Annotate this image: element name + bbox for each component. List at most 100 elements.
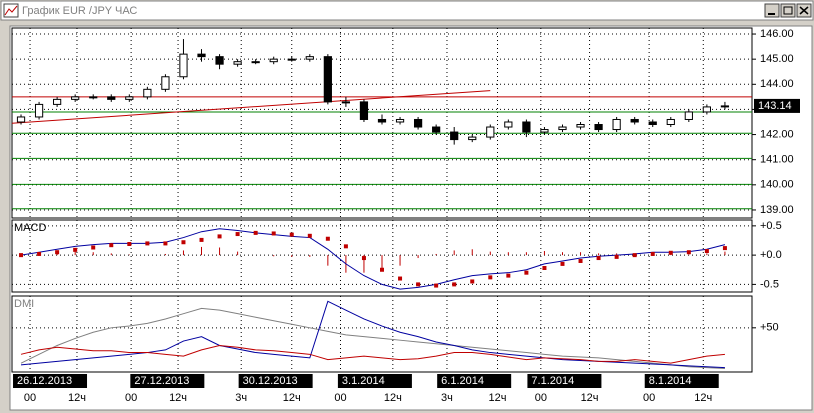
candle-body	[648, 121, 657, 126]
panel-title: DMI	[14, 298, 34, 310]
candle-body	[305, 56, 314, 60]
signal-dot	[506, 273, 511, 278]
signal-dot	[235, 232, 240, 237]
x-tick-label: 12ч	[384, 392, 402, 404]
date-label: 30.12.2013	[243, 375, 298, 387]
candle-body	[630, 118, 639, 123]
signal-dot	[722, 246, 727, 251]
candle-body	[684, 111, 693, 120]
date-label: 3.1.2014	[342, 375, 385, 387]
candle-body	[269, 58, 278, 63]
date-box	[437, 374, 512, 388]
date-box	[130, 374, 205, 388]
y-tick-label: -0.5	[760, 278, 779, 290]
signal-dot	[19, 253, 24, 258]
signal-dot	[434, 283, 439, 288]
candle-body	[450, 131, 459, 141]
x-tick-label: 12ч	[68, 392, 86, 404]
candle-body	[125, 96, 134, 100]
candle-body	[107, 96, 116, 100]
minimize-button[interactable]	[764, 3, 780, 18]
signal-dot	[398, 276, 403, 281]
signal-dot	[416, 282, 421, 287]
y-tick-label: 141.00	[760, 154, 794, 166]
maximize-button[interactable]	[780, 3, 796, 18]
close-glyph	[799, 6, 809, 15]
date-box	[527, 374, 602, 388]
candle-body	[89, 96, 98, 99]
candle-body	[341, 101, 351, 104]
signal-dot	[37, 251, 42, 256]
x-tick-label: 3ч	[235, 392, 247, 404]
signal-dot	[686, 250, 691, 255]
signal-dot	[650, 251, 655, 256]
dmi-line	[20, 344, 725, 364]
candle-body	[504, 121, 513, 128]
signal-dot	[343, 244, 348, 249]
candle-body	[720, 105, 730, 108]
window-title: График EUR /JPY ЧАС	[22, 5, 137, 17]
signal-dot	[380, 267, 384, 272]
y-tick-label: 145.00	[760, 53, 794, 65]
y-tick-label: +0.0	[760, 249, 782, 261]
date-box	[13, 374, 88, 388]
candle-body	[143, 88, 152, 98]
candle-body	[287, 58, 296, 61]
signal-dot	[217, 234, 222, 239]
signal-dot	[145, 241, 150, 246]
x-tick-label: 00	[643, 392, 655, 404]
signal-dot	[163, 241, 168, 246]
candle-body	[71, 96, 80, 100]
x-tick-label: 12ч	[489, 392, 507, 404]
candle-body	[576, 124, 585, 128]
x-tick-label: 3ч	[441, 392, 453, 404]
window-icon-graph	[4, 5, 18, 16]
candle-body	[359, 101, 369, 120]
signal-dot	[73, 247, 78, 252]
date-box	[337, 374, 412, 388]
candle-body	[197, 53, 206, 58]
signal-dot	[470, 279, 475, 284]
candle-body	[594, 124, 603, 131]
candle-body	[413, 118, 423, 128]
candle-body	[558, 126, 567, 131]
date-label: 27.12.2013	[134, 375, 189, 387]
signal-dot	[199, 237, 204, 242]
date-box	[238, 374, 313, 388]
signal-dot	[632, 253, 637, 258]
signal-dot	[253, 230, 258, 235]
signal-dot	[488, 275, 493, 280]
date-box	[644, 374, 719, 388]
signal-dot	[271, 231, 276, 236]
candle-body	[16, 116, 26, 123]
y-tick-label: 142.00	[760, 128, 794, 140]
signal-dot	[524, 270, 529, 275]
candle-body	[377, 118, 387, 123]
signal-dot	[578, 258, 583, 263]
candle-body	[215, 56, 224, 65]
candle-body	[468, 136, 477, 141]
signal-dot	[55, 250, 60, 255]
signal-dot	[127, 242, 132, 246]
last-price-label: 143.14	[758, 100, 792, 112]
x-tick-label: 12ч	[283, 392, 301, 404]
maximize-glyph	[783, 6, 793, 15]
candle-body	[666, 118, 675, 126]
candle-body	[540, 129, 549, 133]
date-label: 6.1.2014	[441, 375, 484, 387]
signal-dot	[307, 233, 312, 238]
panel-title: MACD	[14, 222, 46, 234]
candle-body	[53, 98, 62, 105]
signal-dot	[668, 250, 673, 255]
candle-body	[34, 103, 44, 118]
signal-dot	[704, 249, 709, 254]
signal-dot	[542, 266, 547, 270]
x-tick-label: 00	[334, 392, 346, 404]
signal-dot	[91, 245, 96, 250]
x-tick-label: 12ч	[694, 392, 712, 404]
last-price-box	[754, 98, 800, 113]
signal-dot	[596, 256, 601, 261]
signal-dot	[560, 261, 565, 266]
candle-body	[179, 53, 188, 78]
y-tick-label: 144.00	[760, 78, 794, 90]
